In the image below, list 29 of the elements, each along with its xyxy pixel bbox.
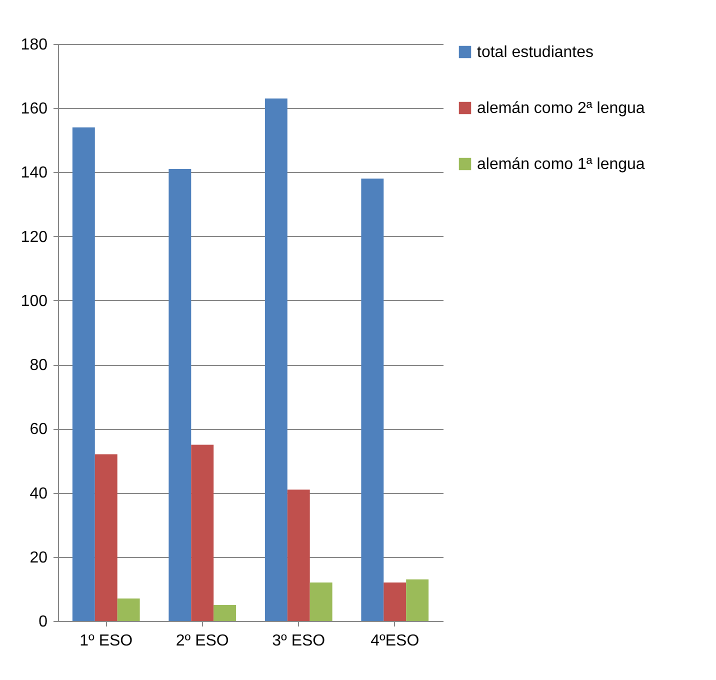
bar <box>406 579 429 621</box>
legend-label: total estudiantes <box>477 44 594 61</box>
y-tick-label: 120 <box>20 228 48 246</box>
bar <box>384 582 406 621</box>
y-tick-label: 60 <box>30 421 48 438</box>
bar <box>310 582 332 621</box>
x-tick-label: 4ºESO <box>370 632 420 650</box>
y-tick-label: 180 <box>20 36 48 54</box>
y-tick-label: 40 <box>30 485 48 502</box>
legend-label: alemán como 2ª lengua <box>477 100 645 117</box>
y-tick-label: 100 <box>20 292 48 310</box>
x-tick-label: 1º ESO <box>80 632 133 650</box>
x-tick-label: 3º ESO <box>272 632 326 650</box>
y-tick-label: 80 <box>30 357 48 374</box>
bar <box>287 490 310 621</box>
bar <box>214 604 236 621</box>
y-tick-label: 140 <box>20 164 48 182</box>
y-tick-label: 20 <box>30 549 48 566</box>
y-tick-label: 160 <box>20 100 48 118</box>
x-tick-label: 2º ESO <box>176 632 229 650</box>
bar <box>191 444 214 621</box>
bar <box>168 169 192 621</box>
y-tick-label: 0 <box>38 614 48 630</box>
bar <box>264 98 288 621</box>
bar <box>72 127 95 621</box>
bar <box>94 454 118 621</box>
legend-label: alemán como 1ª lengua <box>477 156 645 173</box>
bar <box>361 178 384 621</box>
bar <box>117 598 140 621</box>
